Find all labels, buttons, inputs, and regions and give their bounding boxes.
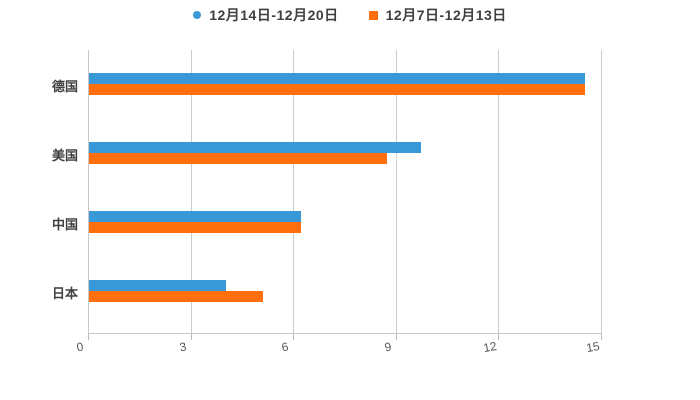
category-label: 美国 [51,148,78,163]
bar-series0[interactable] [89,142,421,153]
x-axis-line [88,333,602,334]
category-label: 德国 [51,79,78,94]
bar-series1[interactable] [89,153,387,164]
x-gridline [395,50,397,333]
x-axis-tick-label: 6 [280,339,290,355]
bar-value-label: 9.7 [425,142,440,153]
bar-series1[interactable] [89,222,302,233]
legend-circle-marker-icon [193,11,202,19]
bar-value-label: 6.2 [306,211,320,222]
legend-item-series-1[interactable]: 12月7日-12月13日 [368,5,507,25]
x-axis-tick [190,333,192,340]
bar-value-label: 6.2 [306,222,320,233]
bar-series0[interactable] [89,211,302,222]
category-label: 中国 [51,217,78,232]
chart-legend: 12月14日-12月20日 12月7日-12月13日 [0,4,700,26]
x-axis-tick-label: 15 [585,338,601,356]
x-axis-tick-label: 9 [383,339,393,355]
bar-series0[interactable] [89,280,226,291]
x-axis-tick [88,333,89,340]
bar-value-label: 14.5 [589,73,610,84]
x-axis-tick-label: 12 [482,338,499,356]
x-axis-tick [293,333,295,340]
y-axis-line [88,50,89,333]
bar-series1[interactable] [89,291,264,302]
x-axis-tick [601,333,602,340]
x-gridline [293,50,295,333]
x-gridline [498,50,500,333]
x-axis-tick-label: 3 [178,339,188,355]
bar-value-label: 8.7 [391,153,406,164]
legend-label-series-0: 12月14日-12月20日 [209,7,339,23]
x-gridline [190,50,192,333]
x-gridline [601,50,602,333]
legend-label-series-1: 12月7日-12月13日 [385,7,507,23]
x-axis-tick [498,333,500,340]
bar-series0[interactable] [89,73,585,84]
legend-item-series-0[interactable]: 12月14日-12月20日 [193,5,338,25]
category-label: 日本 [51,286,78,301]
x-axis-tick [395,333,397,340]
legend-square-marker-icon [368,10,378,20]
bar-series1[interactable] [89,84,585,95]
bar-value-label: 4 [230,280,237,291]
x-axis-tick-label: 0 [75,339,85,355]
bar-value-label: 5.1 [268,291,283,302]
bar-value-label: 14.5 [589,84,610,95]
